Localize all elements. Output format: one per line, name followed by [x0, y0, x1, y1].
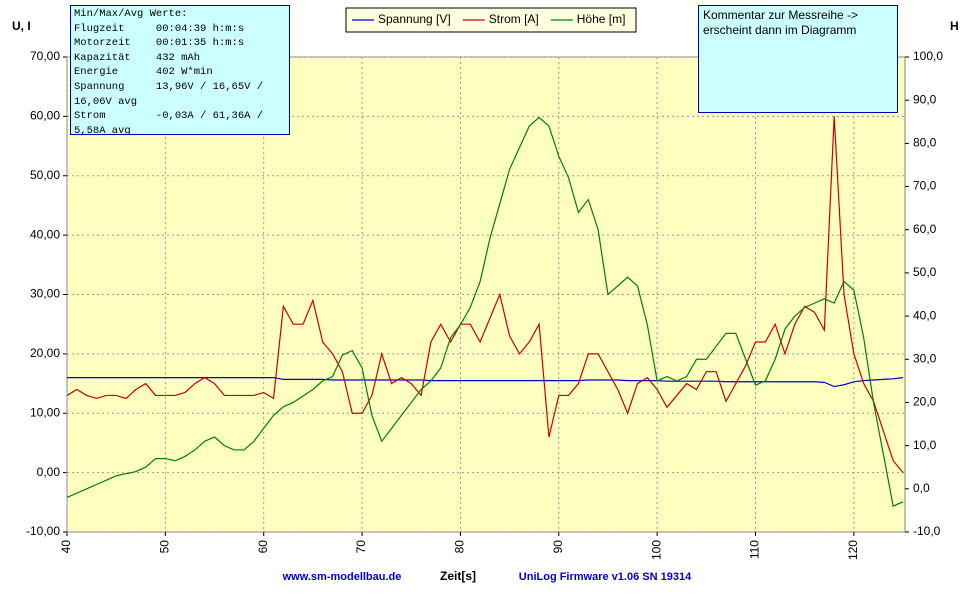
legend	[345, 7, 637, 33]
x-tick-label: 50	[158, 540, 172, 554]
y2-tick-label: -10,0	[913, 524, 941, 538]
box-line: Energie 402 W*min	[74, 66, 213, 79]
legend-label: Spannung [V]	[378, 12, 451, 26]
x-tick-label: 70	[354, 540, 368, 554]
y2-tick-label: 40,0	[913, 308, 937, 322]
x-tick-label: 90	[551, 540, 565, 554]
y-tick-label: 50,00	[30, 168, 60, 182]
x-tick-label: 80	[453, 540, 467, 554]
y-tick-label: 20,00	[30, 346, 60, 360]
y2-tick-label: 50,0	[913, 265, 937, 279]
y2-tick-label: 30,0	[913, 351, 937, 365]
y2-tick-label: 80,0	[913, 136, 937, 150]
legend-label: Höhe [m]	[577, 12, 626, 26]
x-tick-label: 60	[256, 540, 270, 554]
y-tick-label: 60,00	[30, 109, 60, 123]
y2-tick-label: 90,0	[913, 92, 937, 106]
y-tick-label: 0,00	[37, 465, 61, 479]
x-tick-label: 120	[846, 540, 860, 560]
y2-tick-label: 60,0	[913, 222, 937, 236]
y2-tick-label: 100,0	[913, 49, 943, 63]
info-box: Min/Max/Avg Werte: Flugzeit 00:04:39 h:m:…	[70, 5, 290, 135]
y-tick-label: 70,00	[30, 49, 60, 63]
box-line: Kommentar zur Messreihe ->	[703, 8, 859, 22]
y-tick-label: 10,00	[30, 405, 60, 419]
x-axis-label: Zeit[s]	[440, 569, 476, 583]
legend-label: Strom [A]	[489, 12, 539, 26]
box-line: 16,06V avg	[74, 95, 138, 108]
x-tick-label: 110	[748, 540, 762, 559]
box-line: Motorzeit 00:01:35 h:m:s	[74, 37, 245, 50]
series-line	[66, 116, 904, 507]
y2-tick-label: 10,0	[913, 438, 937, 452]
y-tick-label: 30,00	[30, 287, 60, 301]
box-line: Min/Max/Avg Werte:	[74, 8, 188, 20]
box-line: Strom -0,03A / 61,36A /	[74, 110, 264, 123]
box-line: Spannung 13,96V / 16,65V /	[74, 80, 264, 93]
x-tick-label: 100	[649, 540, 663, 560]
plot-area	[66, 56, 906, 533]
x-tick-label: 40	[59, 540, 73, 554]
box-line: 5,58A avg	[74, 124, 131, 135]
box-line: erscheint dann im Diagramm	[703, 23, 857, 37]
y2-tick-label: 0,0	[913, 481, 930, 495]
series-line	[66, 116, 904, 474]
y2-axis-label: H	[950, 19, 959, 33]
y-axis-label: U, I	[12, 19, 31, 33]
firmware: UniLog Firmware v1.06 SN 19314	[519, 571, 692, 583]
box-line: Kapazität 432 mAh	[74, 51, 201, 64]
website: www.sm-modellbau.de	[282, 571, 402, 583]
comment-box: Kommentar zur Messreihe -> erscheint dann…	[698, 5, 898, 113]
y2-tick-label: 70,0	[913, 179, 937, 193]
y-tick-label: -10,00	[26, 524, 60, 538]
y-tick-label: 40,00	[30, 227, 60, 241]
box-line: Flugzeit 00:04:39 h:m:s	[74, 22, 245, 35]
y2-tick-label: 20,0	[913, 395, 937, 409]
